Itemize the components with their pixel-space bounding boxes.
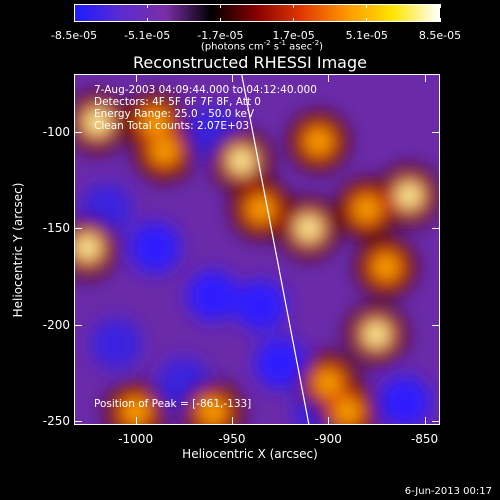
bright-region-core [374,254,399,279]
y-tick-label: -100 [42,124,70,139]
colorbar [74,4,440,22]
colorbar-tick-label: -5.1e-05 [124,29,171,42]
colorbar-tick-label: 5.1e-05 [345,29,388,42]
y-tick-mark [74,228,82,230]
info-counts: Clean Total counts: 2.07E+03 [94,120,250,132]
info-energy: Energy Range: 25.0 - 50.0 keV [94,108,255,120]
x-axis-label: Heliocentric X (arcsec) [182,447,318,461]
x-tick-mark [424,417,426,425]
bright-region-core [123,399,148,424]
info-detectors: Detectors: 4F 5F 6F 7F 8F, Att 0 [94,96,261,108]
dark-region-blob [128,221,181,274]
x-tick-label: -950 [218,432,246,446]
y-tick-label: -250 [42,414,70,429]
y-tick-mark [432,228,440,230]
timestamp: 6-Jun-2013 00:17 [404,486,492,497]
peak-position: Position of Peak = [-861,-133] [94,398,252,410]
bright-region-core [335,399,360,424]
y-tick-mark [432,131,440,133]
solar-limb-line [241,74,310,425]
info-block: 7-Aug-2003 04:09:44.000 to 04:12:40.000 … [94,84,317,132]
x-tick-mark [231,74,233,82]
info-time: 7-Aug-2003 04:09:44.000 to 04:12:40.000 [94,84,317,96]
x-tick-mark [328,74,330,82]
reconstructed-image [74,74,440,425]
image-blob-layer [74,92,440,425]
bright-region-core [229,148,254,173]
image-panel [74,74,440,425]
bright-region-core [364,322,389,347]
dark-region-blob [234,279,287,332]
y-tick-mark [432,421,440,423]
bright-region-core [306,129,331,154]
bright-region-core [354,197,379,221]
y-tick-mark [432,324,440,326]
bright-region-core [397,183,422,208]
x-tick-label: -850 [410,432,439,446]
dark-region-blob [90,318,143,370]
bright-region-core [142,110,167,135]
x-tick-label: -900 [314,432,342,446]
bright-region-core [316,370,341,395]
y-tick-label: -150 [42,221,70,236]
colorbar-units: (photons cm-2 s-1 asec-2) [200,39,324,53]
y-tick-mark [74,324,82,326]
bright-region-core [85,110,110,135]
colorbar-tick-label: 8.5e-05 [418,29,462,42]
dark-region-blob [379,375,432,425]
y-tick-mark [74,421,82,423]
bright-region-core [297,216,322,241]
dark-region-blob [254,337,307,390]
y-axis-label: Heliocentric Y (arcsec) [11,182,25,318]
colorbar-tick-label: -8.5e-05 [50,29,98,42]
y-tick-mark [74,131,82,133]
x-tick-label: -1000 [118,432,154,446]
x-tick-mark [231,417,233,425]
bright-region-core [200,399,225,424]
x-tick-mark [135,417,137,425]
x-tick-mark [135,74,137,82]
dark-region-blob [186,269,239,322]
x-tick-mark [424,74,426,82]
bright-region-core [75,235,100,260]
x-tick-mark [328,417,330,425]
y-tick-label: -200 [42,317,70,332]
plot-title: Reconstructed RHESSI Image [133,53,367,72]
bright-region-core [152,139,177,164]
